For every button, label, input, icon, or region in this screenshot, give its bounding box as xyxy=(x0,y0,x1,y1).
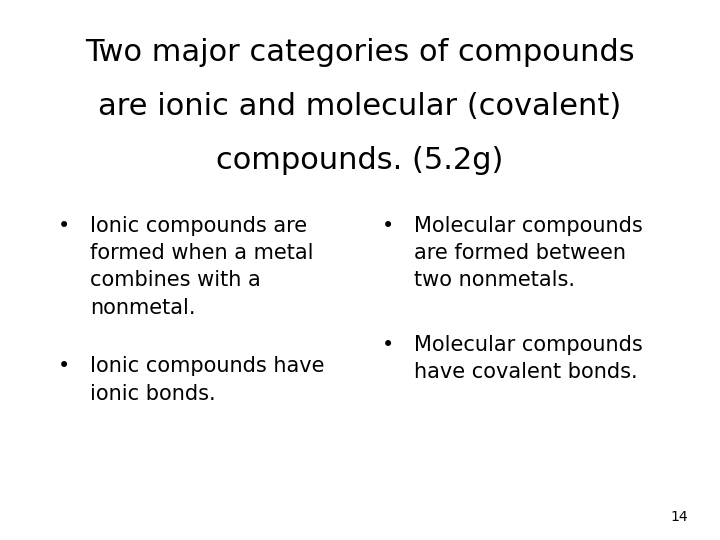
Text: Molecular compounds
are formed between
two nonmetals.: Molecular compounds are formed between t… xyxy=(414,216,643,291)
Text: •: • xyxy=(58,356,70,376)
Text: •: • xyxy=(382,335,394,355)
Text: •: • xyxy=(382,216,394,236)
Text: 14: 14 xyxy=(670,510,688,524)
Text: Ionic compounds have
ionic bonds.: Ionic compounds have ionic bonds. xyxy=(90,356,325,403)
Text: •: • xyxy=(58,216,70,236)
Text: Molecular compounds
have covalent bonds.: Molecular compounds have covalent bonds. xyxy=(414,335,643,382)
Text: compounds. (5.2g): compounds. (5.2g) xyxy=(216,146,504,175)
Text: are ionic and molecular (covalent): are ionic and molecular (covalent) xyxy=(99,92,621,121)
Text: Two major categories of compounds: Two major categories of compounds xyxy=(85,38,635,67)
Text: Ionic compounds are
formed when a metal
combines with a
nonmetal.: Ionic compounds are formed when a metal … xyxy=(90,216,313,318)
